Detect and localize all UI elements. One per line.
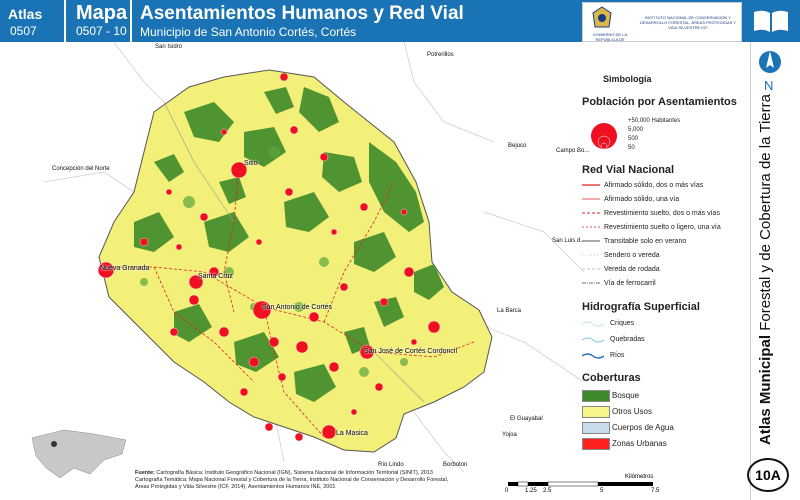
hydro-item: Ríos [610, 352, 625, 359]
legend-cover-heading: Coberturas [582, 372, 641, 384]
scale-bar-graphic [508, 481, 653, 487]
honduras-seal-icon [592, 6, 612, 28]
cover-label: Cuerpos de Agua [612, 423, 674, 432]
town-label: La Masica [336, 430, 368, 437]
map-number-box [66, 0, 132, 42]
road-item: Sendero o vereda [604, 252, 660, 259]
legend-title: Simbología [603, 74, 652, 84]
cover-label: Otros Usos [612, 407, 653, 416]
vertical-title-bold: Atlas Municipal [757, 334, 774, 445]
open-book-icon [748, 4, 794, 38]
neighbor-label: Río Lindo [378, 462, 404, 468]
map-label: Mapa [76, 2, 128, 24]
scale-tick: 1.25 [525, 488, 537, 494]
icf-logo-text: INSTITUTO NACIONAL DE CONSERVACIÓN Y DES… [639, 15, 737, 30]
population-circles-icon [591, 123, 617, 150]
town-label: San José de Cortés Cordoncil [364, 348, 457, 355]
road-item: Afirmado sólido, una vía [604, 196, 680, 203]
neighbor-label: Yojoa [502, 432, 517, 438]
north-arrow-icon [759, 51, 781, 73]
legend-hydro-heading: Hidrografía Superficial [582, 301, 700, 313]
neighbor-label: Concepción del Norte [52, 166, 110, 172]
neighbor-label: Potrerillos [427, 52, 454, 58]
map-badge: 10A [747, 458, 789, 492]
cover-swatch [582, 422, 610, 434]
atlas-number: 0507 [10, 24, 37, 38]
municipality-map [24, 42, 748, 472]
source-note: Fuente: Cartografía Básica: Instituto Ge… [135, 470, 615, 491]
scale-tick: 5 [600, 488, 604, 494]
source-line: Cartografía Temática: Mapa Nacional Fore… [135, 477, 449, 483]
scale-tick: 2.5 [543, 488, 552, 494]
cover-swatch [582, 406, 610, 418]
scale-bar: Kilómetros 0 1.25 2.5 5 7.5 [505, 474, 665, 498]
hydro-symbols-icon [582, 321, 604, 359]
neighbor-label: El Guayabal [510, 416, 543, 422]
side-panel [750, 42, 800, 500]
town-label: San Antonio de Cortés [262, 304, 333, 311]
neighbor-label: Borboton [443, 462, 468, 468]
scale-tick: 0 [505, 488, 509, 494]
page-subtitle: Municipio de San Antonio Cortés, Cortés [140, 25, 357, 39]
road-item: Revestimiento suelto o ligero, una vía [604, 224, 721, 231]
road-item: Transitable solo en verano [604, 238, 687, 245]
honduras-inset-map [24, 420, 132, 488]
neighbor-label: San Luis d... [552, 238, 586, 244]
page-title: Asentamientos Humanos y Red Vial [140, 3, 464, 24]
legend-population-heading: Población por Asentamientos [582, 96, 737, 108]
cover-label: Bosque [612, 391, 640, 400]
pop-item: 500 [628, 136, 639, 142]
north-label: N [764, 78, 774, 93]
pop-item: 50 [628, 145, 635, 151]
scale-unit: Kilómetros [625, 474, 654, 480]
town-label: Nueva Granada [100, 265, 150, 272]
road-item: Vía de ferrocarril [604, 280, 656, 287]
cover-label: Zonas Urbanas [612, 439, 667, 448]
neighbor-label: La Barca [497, 308, 522, 314]
neighbor-label: San Isidro [155, 44, 183, 50]
source-label: Fuente: [135, 470, 155, 476]
legend-road-heading: Red Vial Nacional [582, 164, 675, 176]
source-line: Áreas Protegidas y Vida Silvestre (ICF, … [135, 484, 336, 490]
institution-logos: GOBIERNO DE LA REPÚBLICA DE HONDURAS INS… [582, 2, 742, 47]
neighbor-label: Campo Bo... [556, 148, 590, 154]
cover-swatch [582, 390, 610, 402]
neighbor-label: Bejuco [508, 143, 527, 149]
town-label: Sitio [244, 160, 258, 167]
town-label: Santa Cruz [198, 273, 234, 280]
road-item: Revestimiento suelto, dos o más vías [604, 210, 720, 217]
atlas-box [0, 0, 66, 42]
map-number: 0507 - 10 [76, 24, 127, 38]
hydro-item: Quebradas [610, 336, 645, 343]
road-item: Afirmado sólido, dos o más vías [604, 182, 704, 189]
road-item: Vereda de rodada [604, 266, 660, 273]
atlas-label: Atlas [8, 6, 43, 22]
vertical-title-rest: Forestal y de Cobertura de la Tierra [757, 94, 774, 331]
hydro-item: Criques [610, 320, 635, 327]
cover-swatch [582, 438, 610, 450]
vertical-title: Atlas Municipal Forestal y de Cobertura … [757, 94, 774, 445]
pop-item: +50,000 Habitantes [628, 118, 681, 124]
scale-tick: 7.5 [651, 488, 660, 494]
pop-item: 5,000 [628, 127, 644, 133]
road-symbols-icon [582, 184, 600, 284]
source-line: Cartografía Básica: Instituto Geográfico… [156, 470, 433, 476]
